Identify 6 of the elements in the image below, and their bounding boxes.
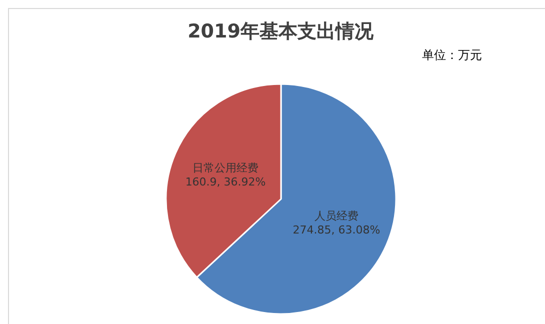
chart-title: 2019年基本支出情况: [188, 20, 374, 42]
text: 单位：万元: [422, 48, 482, 62]
data-label: 160.9, 36.92%: [185, 175, 266, 188]
slice-label: 人员经费: [314, 210, 358, 223]
data-label: 274.85, 63.08%: [292, 224, 380, 237]
slice-label: 日常公用经费: [192, 161, 259, 174]
